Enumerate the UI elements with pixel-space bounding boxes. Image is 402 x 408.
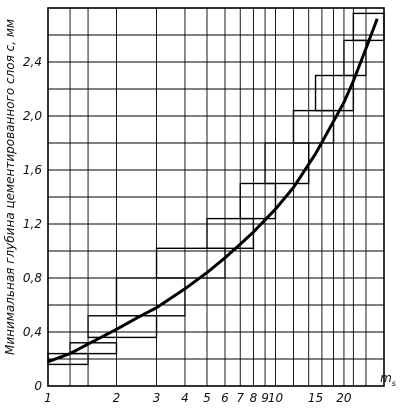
step-band bbox=[352, 12, 385, 42]
step-band bbox=[69, 342, 118, 355]
step-band bbox=[239, 182, 277, 220]
y-tick-label: 2,0 bbox=[23, 109, 42, 123]
x-tick-label: 20 bbox=[336, 391, 352, 405]
plot-frame bbox=[47, 7, 385, 387]
y-tick-label: 1,2 bbox=[23, 217, 42, 231]
data-curve bbox=[47, 18, 379, 364]
x-tick-label: 1 bbox=[44, 391, 52, 405]
x-tick-label: 4 bbox=[181, 391, 189, 405]
y-tick-label: 0,4 bbox=[23, 325, 42, 339]
y-gridlines bbox=[48, 34, 384, 360]
x-axis-label: ms bbox=[380, 371, 396, 388]
x-axis-label-subscript: s bbox=[392, 379, 396, 388]
step-band bbox=[314, 74, 355, 112]
x-tick-label: 10 bbox=[268, 391, 284, 405]
x-tick-label: 3 bbox=[153, 391, 161, 405]
y-tick-label: 1,6 bbox=[23, 163, 42, 177]
y-tick-labels: 0 0,4 0,8 1,2 1,6 2,0 2,4 bbox=[23, 55, 42, 393]
x-tick-label: 7 bbox=[236, 391, 244, 405]
x-tick-label: 15 bbox=[308, 391, 323, 405]
y-tick-label: 2,4 bbox=[23, 55, 42, 69]
y-tick-label: 0,8 bbox=[23, 271, 42, 285]
x-tick-label: 5 bbox=[203, 391, 211, 405]
step-band bbox=[292, 109, 335, 144]
x-axis-label-main: m bbox=[380, 371, 392, 385]
x-tick-labels: 1 2 3 4 5 6 7 8 910 15 20 bbox=[44, 391, 352, 405]
step-band bbox=[155, 247, 226, 279]
x-tick-label: 2 bbox=[113, 391, 121, 405]
step-band bbox=[206, 217, 255, 250]
y-tick-label: 0 bbox=[34, 379, 42, 393]
step-band bbox=[264, 142, 310, 185]
y-axis-label: Минимальная глубина цементированного сло… bbox=[3, 19, 17, 355]
x-tick-label: 6 bbox=[221, 391, 229, 405]
step-band bbox=[115, 277, 186, 317]
x-tick-label: 8 bbox=[250, 391, 258, 405]
x-tick-label: 9 bbox=[261, 391, 269, 405]
